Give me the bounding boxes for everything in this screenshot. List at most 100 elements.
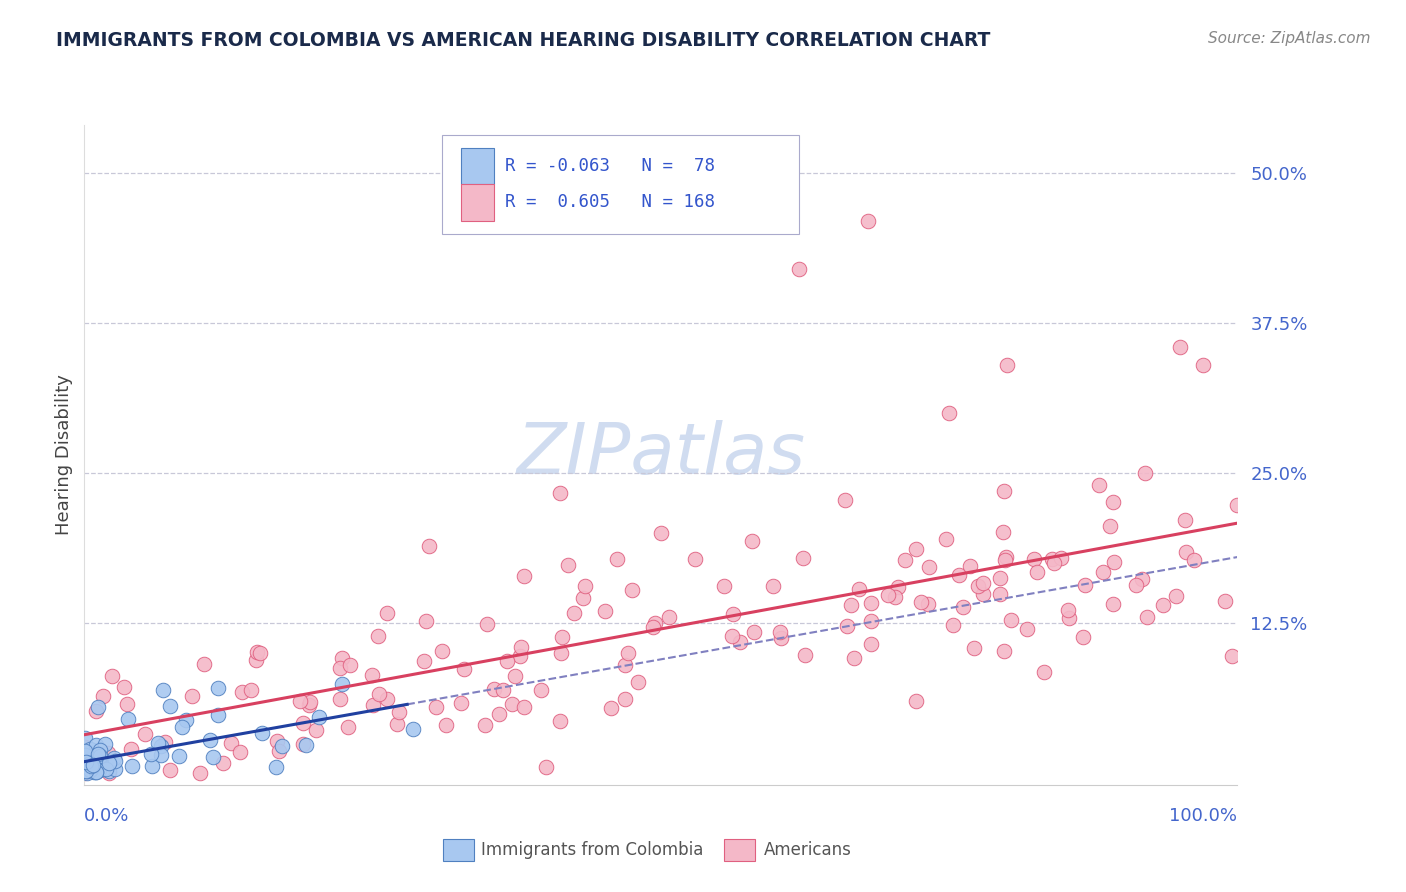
Point — [993, 524, 1015, 539]
Point — [150, 748, 173, 763]
Point — [305, 723, 328, 737]
Point — [94, 762, 117, 776]
Point — [221, 735, 243, 749]
Point — [294, 738, 316, 752]
Point — [415, 614, 437, 628]
Point — [513, 568, 536, 582]
Point — [1026, 565, 1049, 579]
Point — [84, 704, 107, 718]
Point — [375, 692, 398, 706]
Point — [995, 358, 1018, 372]
Point — [77, 759, 100, 773]
Point — [339, 657, 361, 672]
Point — [83, 745, 105, 759]
Point — [1175, 544, 1198, 558]
Point — [1102, 597, 1125, 611]
Point — [75, 731, 97, 746]
Point — [858, 214, 880, 228]
Point — [86, 755, 108, 769]
Point — [94, 737, 117, 751]
Point — [76, 759, 98, 773]
Point — [84, 764, 107, 778]
Point — [884, 591, 907, 605]
Point — [792, 551, 814, 566]
Point — [269, 744, 291, 758]
Point — [98, 766, 121, 780]
Point — [917, 598, 939, 612]
Point — [291, 716, 314, 731]
Point — [787, 261, 810, 276]
Point — [149, 739, 172, 754]
Point — [104, 754, 127, 768]
Point — [367, 687, 389, 701]
Point — [82, 761, 104, 775]
Point — [1133, 466, 1156, 480]
Point — [501, 697, 523, 711]
Point — [83, 763, 105, 777]
Point — [769, 625, 792, 640]
Bar — [461, 185, 494, 220]
Text: 100.0%: 100.0% — [1170, 807, 1237, 825]
Point — [73, 747, 96, 762]
Point — [198, 732, 221, 747]
Point — [240, 683, 263, 698]
Point — [299, 695, 322, 709]
Point — [1071, 630, 1094, 644]
Point — [79, 756, 101, 771]
Point — [562, 606, 585, 620]
Point — [73, 756, 96, 770]
Text: Americans: Americans — [763, 841, 851, 859]
Point — [73, 759, 96, 773]
Point — [1125, 578, 1147, 592]
Point — [361, 698, 384, 712]
Point — [79, 751, 101, 765]
Point — [86, 764, 108, 778]
Point — [1220, 648, 1243, 663]
Point — [385, 717, 408, 731]
Point — [658, 610, 681, 624]
Point — [75, 744, 97, 758]
Point — [211, 756, 233, 770]
Point — [360, 668, 382, 682]
Point — [918, 559, 941, 574]
Point — [89, 749, 111, 764]
Point — [159, 764, 181, 778]
Text: ZIPatlas: ZIPatlas — [516, 420, 806, 490]
Point — [948, 568, 970, 582]
Point — [112, 681, 135, 695]
Point — [134, 726, 156, 740]
Point — [120, 742, 142, 756]
Point — [859, 596, 882, 610]
Point — [721, 607, 744, 621]
Point — [1022, 552, 1045, 566]
Point — [86, 738, 108, 752]
Point — [993, 483, 1015, 498]
Point — [509, 649, 531, 664]
Text: R =  0.605   N = 168: R = 0.605 N = 168 — [505, 194, 716, 211]
Point — [249, 646, 271, 660]
Point — [713, 579, 735, 593]
Point — [308, 710, 330, 724]
Point — [548, 485, 571, 500]
Point — [572, 591, 595, 606]
Point — [1174, 513, 1197, 527]
Point — [1059, 611, 1081, 625]
Point — [79, 763, 101, 777]
Point — [432, 643, 454, 657]
Point — [207, 707, 229, 722]
Point — [375, 606, 398, 620]
Point — [574, 579, 596, 593]
Point — [291, 737, 314, 751]
Point — [202, 749, 225, 764]
Point — [1033, 665, 1056, 680]
Point — [453, 662, 475, 676]
Point — [1184, 553, 1206, 567]
Point — [336, 720, 359, 734]
Point — [503, 669, 526, 683]
Point — [844, 651, 866, 665]
Point — [330, 676, 353, 690]
Point — [942, 617, 965, 632]
Point — [793, 648, 815, 662]
Point — [1130, 572, 1153, 586]
Point — [963, 640, 986, 655]
